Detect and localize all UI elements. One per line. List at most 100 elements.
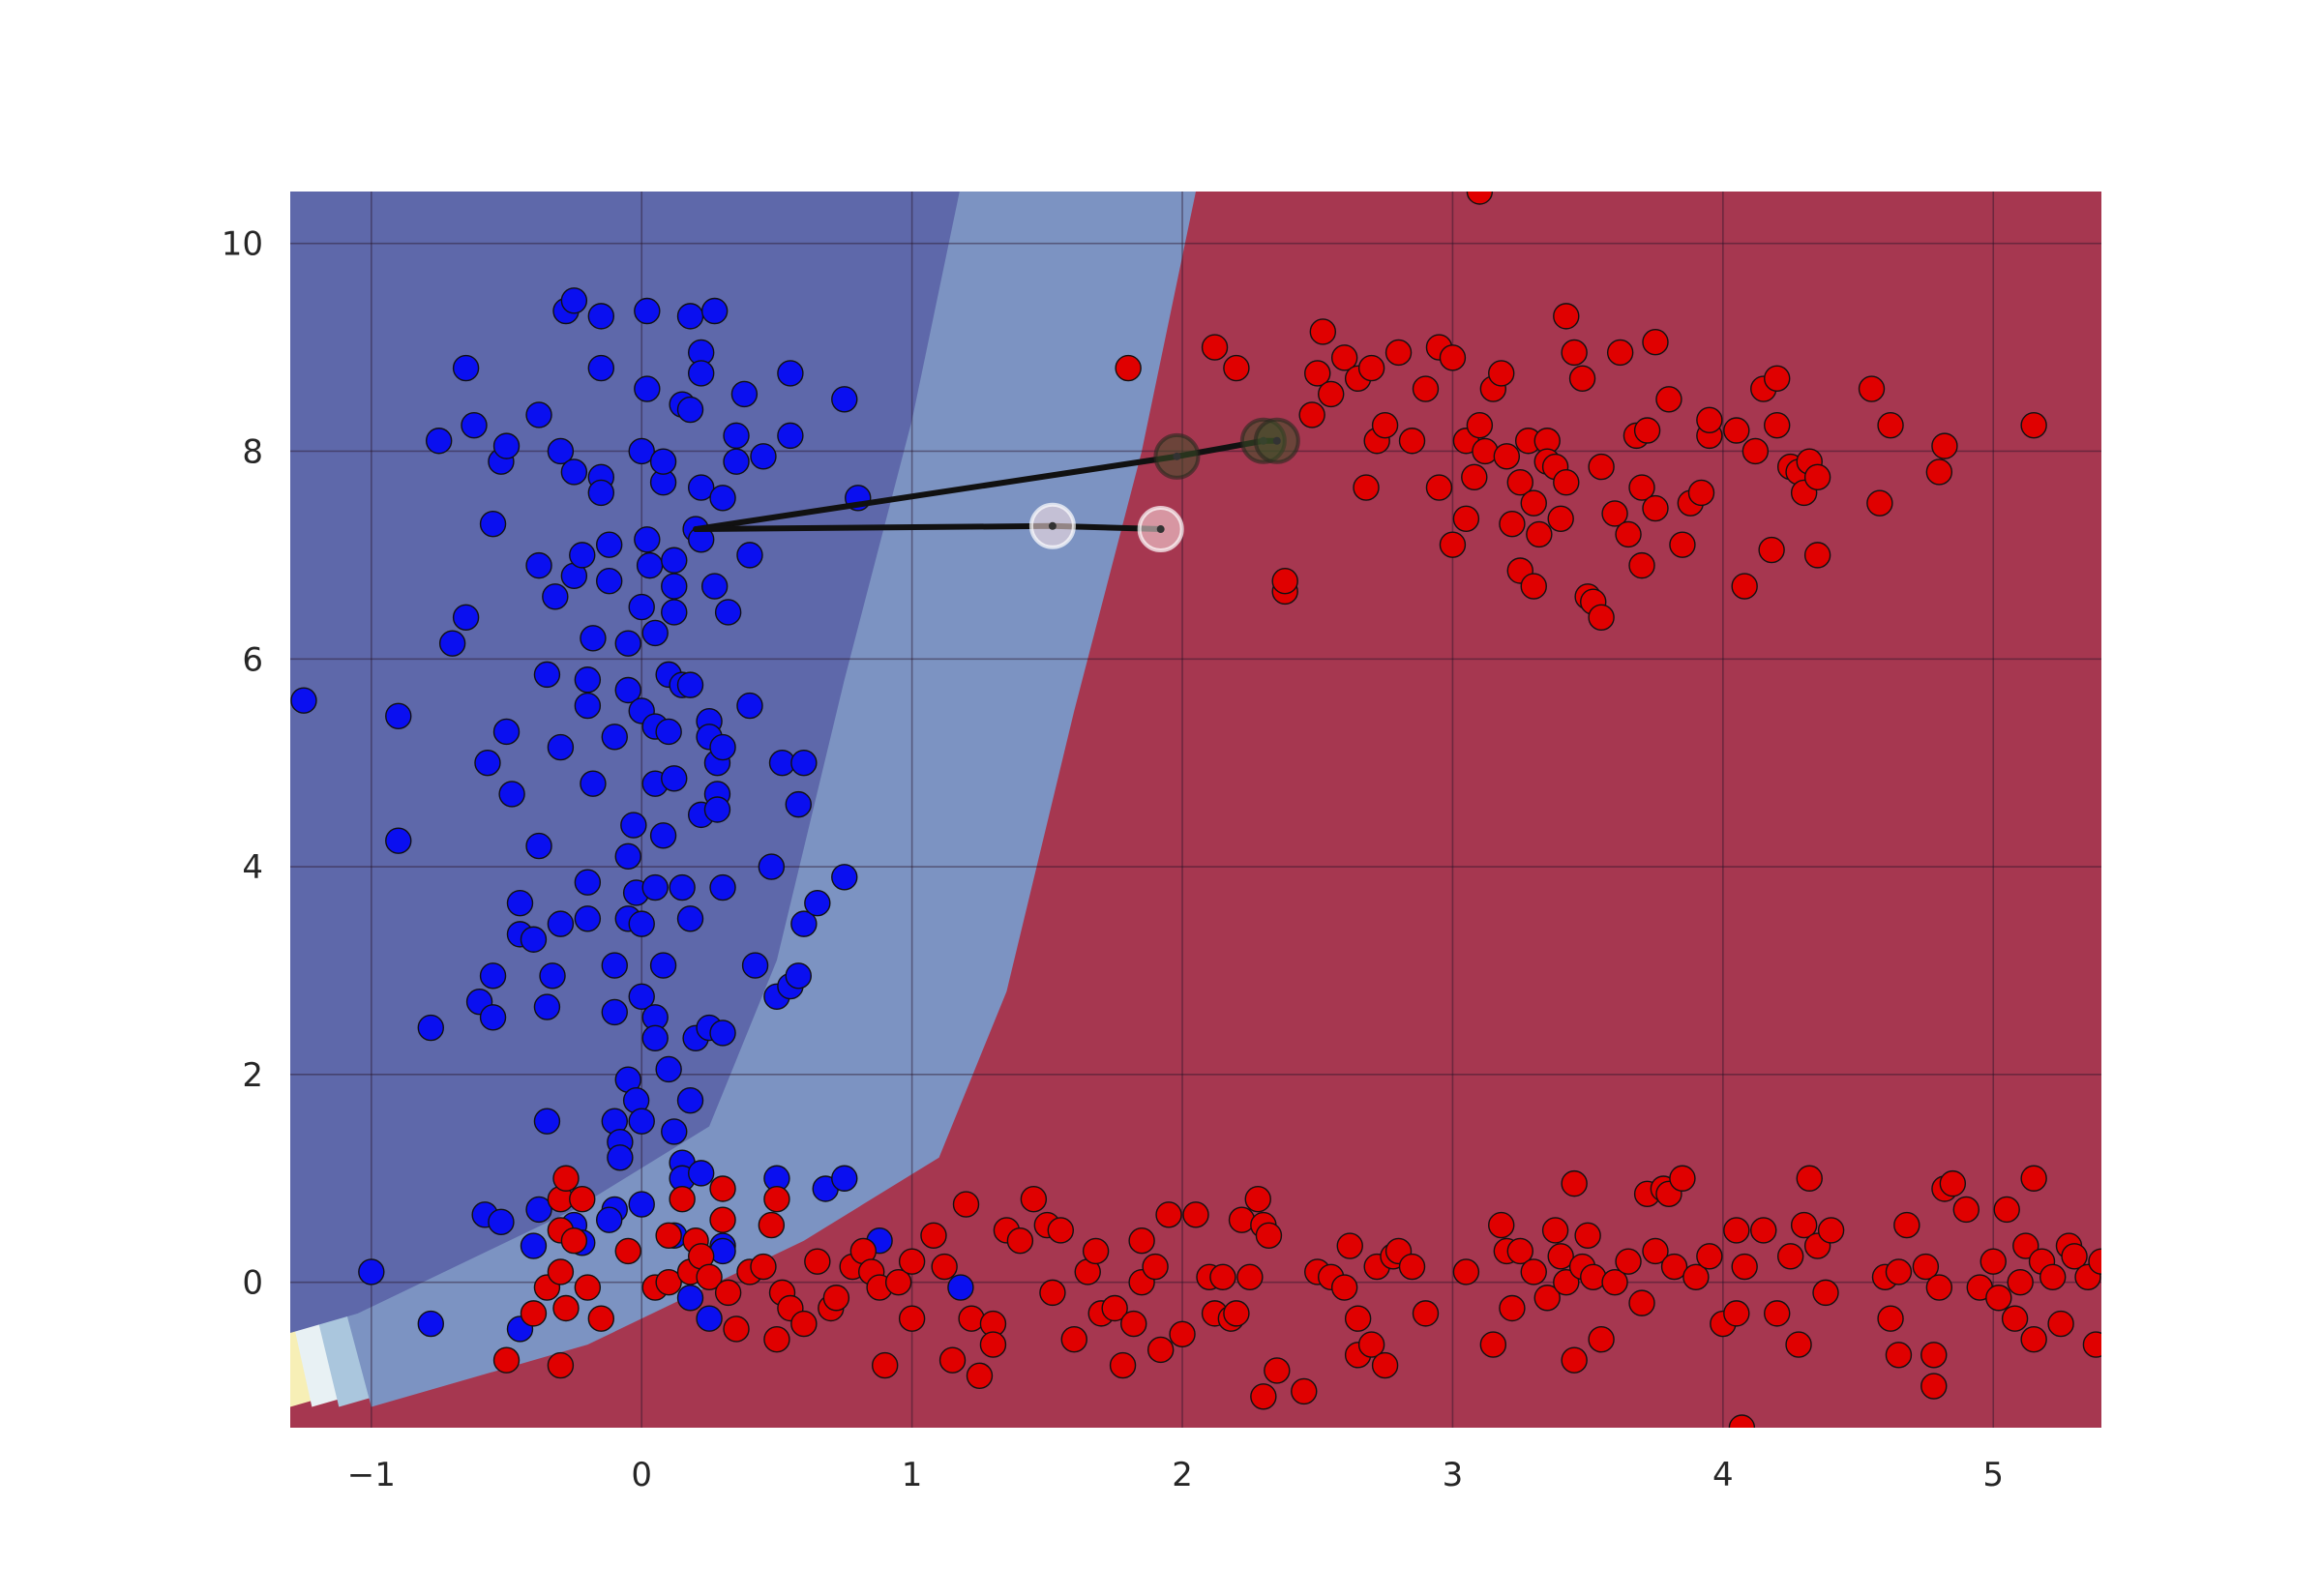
point-class-0 [520,1232,548,1259]
point-class-1 [1858,375,1886,402]
point-class-1 [1493,443,1521,470]
point-class-1 [1553,469,1580,496]
y-tick-label: 0 [242,1264,263,1303]
point-class-0 [687,360,715,387]
point-class-0 [723,448,750,475]
point-class-0 [649,448,677,475]
point-class-0 [474,749,501,777]
point-class-1 [1920,1373,1948,1400]
point-class-1 [1606,339,1634,367]
point-class-0 [669,873,696,901]
point-class-1 [2001,1305,2029,1332]
point-class-0 [709,485,736,512]
x-tick-label: 3 [1443,1456,1464,1494]
point-class-1 [1357,1331,1385,1358]
blue-region [290,192,960,1334]
point-class-1 [1660,1253,1688,1281]
point-class-0 [547,910,575,937]
point-class-1 [1980,1248,2007,1275]
point-class-1 [1128,1227,1155,1255]
trajectory [693,417,1300,553]
point-class-1 [1655,386,1682,413]
point-class-0 [641,1024,669,1051]
point-class-0 [488,1208,515,1236]
point-class-0 [601,724,628,751]
point-class-1 [938,1346,967,1374]
point-class-0 [649,952,677,979]
point-class-0 [741,952,769,979]
x-tick-label: 5 [1982,1456,2004,1494]
point-class-1 [758,1211,786,1239]
point-class-1 [1060,1326,1087,1353]
point-class-1 [552,1165,580,1192]
point-class-1 [1682,1263,1710,1290]
point-class-1 [1628,1289,1655,1316]
point-class-0 [385,827,412,854]
point-class-0 [479,510,507,538]
point-class-1 [1601,500,1628,527]
point-class-1 [1520,573,1547,600]
point-class-1 [1291,1377,1318,1405]
point-class-0 [700,573,729,600]
point-class-1 [1553,1268,1580,1296]
point-class-1 [1728,1414,1756,1428]
point-class-0 [636,551,664,579]
point-class-1 [1669,1165,1696,1192]
point-class-0 [525,1196,552,1224]
point-class-0 [569,542,596,569]
point-class-1 [1731,573,1758,600]
point-class-0 [700,297,729,325]
point-class-1 [920,1222,947,1250]
point-class-0 [587,479,615,507]
point-class-1 [574,1274,602,1301]
point-class-1 [492,1346,521,1374]
point-class-1 [1541,1217,1569,1244]
point-class-1 [709,1175,736,1202]
point-class-0 [601,998,628,1026]
point-class-1 [520,1300,548,1327]
point-class-1 [804,1248,831,1275]
point-class-1 [1526,520,1553,548]
point-class-0 [525,401,552,429]
trajectory-path [693,522,1164,533]
point-class-1 [1696,406,1723,433]
point-class-1 [1336,1232,1363,1259]
point-class-0 [587,354,615,382]
point-class-1 [2012,1232,2039,1259]
point-class-0 [655,1055,682,1083]
point-class-0 [641,873,669,901]
point-class-1 [1877,1305,1904,1332]
point-class-0 [358,1258,385,1286]
point-class-1 [1452,505,1480,532]
point-class-0 [547,437,575,465]
point-class-1 [750,1253,777,1281]
point-class-0 [580,625,607,652]
point-class-0 [542,583,569,610]
point-class-1 [763,1326,790,1353]
point-class-1 [1758,536,1785,564]
x-tick-label: 1 [902,1456,923,1494]
point-class-1 [1764,365,1791,393]
y-axis-ticks: 0 2 4 6 8 10 [222,225,263,1303]
point-class-0 [947,1274,974,1301]
point-class-1 [1952,1196,1980,1224]
point-class-0 [560,458,588,486]
point-class-0 [614,676,641,704]
point-class-1 [1020,1186,1048,1213]
point-class-0 [790,910,818,937]
point-class-1 [1412,375,1440,402]
point-class-0 [595,568,623,595]
point-class-1 [1466,192,1494,205]
point-class-1 [1764,411,1791,439]
point-class-1 [1101,1294,1128,1322]
point-class-1 [1785,1331,1812,1358]
point-class-1 [1499,1294,1526,1322]
point-class-1 [1082,1237,1110,1265]
point-class-1 [669,1186,696,1213]
point-class-1 [1574,1222,1601,1250]
point-class-0 [533,993,561,1020]
point-class-1 [1039,1279,1066,1307]
point-class-0 [655,718,682,746]
point-class-1 [1588,1326,1615,1353]
point-class-1 [1142,1253,1169,1281]
